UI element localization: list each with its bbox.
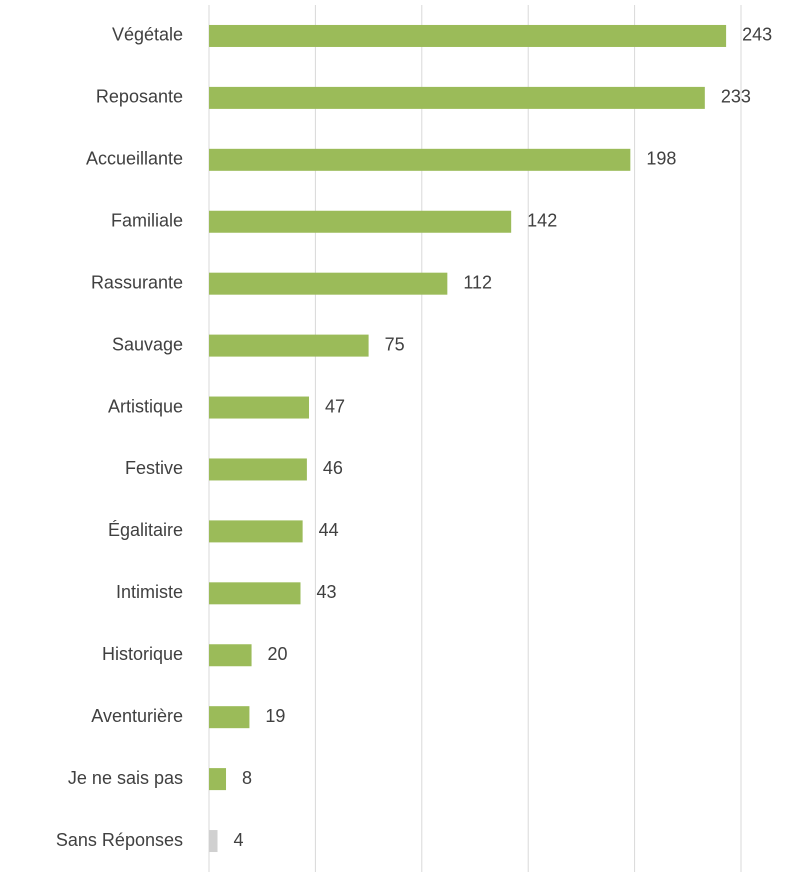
value-label: 43 [317, 582, 337, 602]
y-tick-label: Végétale [112, 25, 183, 45]
y-tick-label: Artistique [108, 396, 183, 416]
bar [209, 830, 218, 853]
y-tick-label: Intimiste [116, 582, 183, 602]
value-label: 112 [463, 272, 492, 292]
y-tick-label: Aventurière [91, 706, 183, 726]
y-tick-label: Sans Réponses [56, 830, 183, 850]
value-label: 243 [742, 25, 772, 45]
value-label: 4 [234, 830, 244, 850]
bar [209, 706, 250, 729]
y-tick-label: Festive [125, 458, 183, 478]
bar [209, 520, 303, 543]
y-tick-label: Égalitaire [108, 520, 183, 540]
bar [209, 768, 227, 791]
value-label: 44 [319, 520, 339, 540]
value-label: 47 [325, 396, 345, 416]
value-label: 233 [721, 87, 751, 107]
bar [209, 24, 727, 47]
bar [209, 86, 705, 109]
y-tick-label: Sauvage [112, 334, 183, 354]
value-label: 198 [646, 149, 676, 169]
y-tick-label: Rassurante [91, 272, 183, 292]
y-tick-label: Je ne sais pas [68, 768, 183, 788]
value-label: 20 [268, 644, 288, 664]
value-label: 19 [265, 706, 285, 726]
bar [209, 458, 307, 481]
bar [209, 334, 369, 357]
bar [209, 644, 252, 667]
y-tick-label: Familiale [111, 211, 183, 231]
value-label: 8 [242, 768, 252, 788]
bar [209, 148, 631, 171]
bar [209, 210, 512, 233]
bar [209, 582, 301, 605]
y-tick-label: Reposante [96, 87, 183, 107]
y-tick-label: Historique [102, 644, 183, 664]
value-label: 46 [323, 458, 343, 478]
bar [209, 272, 448, 295]
value-label: 142 [527, 211, 557, 231]
y-tick-label: Accueillante [86, 149, 183, 169]
value-label: 75 [385, 334, 405, 354]
bar [209, 396, 310, 419]
